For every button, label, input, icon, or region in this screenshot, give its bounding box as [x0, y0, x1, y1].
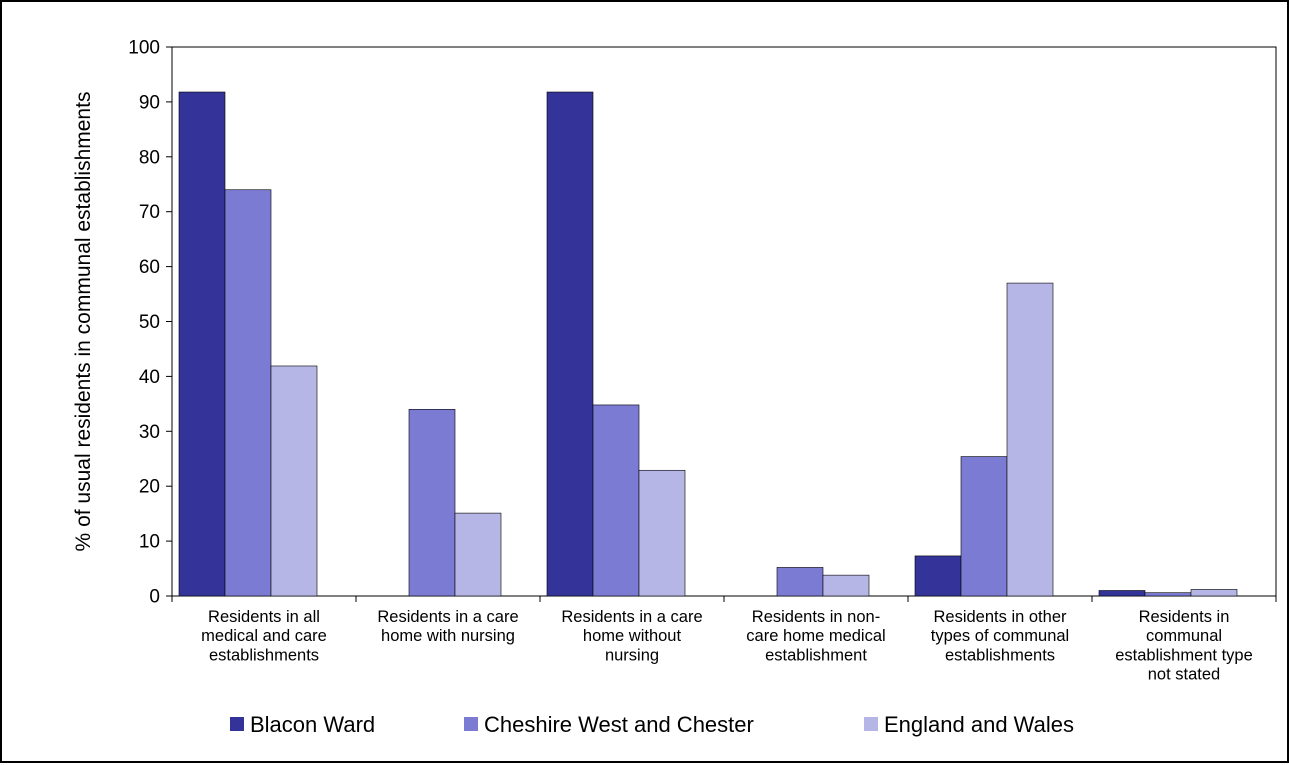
x-category-label-line: nursing: [605, 646, 659, 664]
legend-label: Cheshire West and Chester: [484, 712, 754, 737]
x-category-label-line: establishments: [209, 646, 319, 664]
bar-3-6: [1190, 589, 1238, 597]
bar-1-3: [546, 91, 594, 597]
x-category-label-line: communal: [1146, 627, 1222, 645]
y-tick-label: 30: [139, 422, 160, 443]
x-category-label-line: establishment type: [1115, 646, 1253, 664]
x-category-label-line: Residents in non-: [752, 608, 880, 626]
bar-2-1: [224, 189, 272, 597]
x-category-label-line: establishment: [765, 646, 867, 664]
bar-3-3: [638, 469, 686, 597]
plot-area-border: [171, 46, 1277, 597]
y-tick-label: 40: [139, 367, 160, 388]
legend-label: Blacon Ward: [250, 712, 375, 737]
y-tick-label: 70: [139, 202, 160, 223]
x-category-label-line: Residents in a care: [561, 608, 702, 626]
x-category-label-line: establishments: [945, 646, 1055, 664]
bar-3-4: [822, 574, 870, 597]
x-category-label-line: not stated: [1148, 666, 1220, 684]
x-category-label: Residents in communal establishment type no…: [1115, 608, 1253, 684]
x-category-label: Residents in all medical and care establis…: [201, 608, 327, 664]
x-category-label: Residents in non-care home medical establ…: [746, 608, 885, 664]
x-category-label-line: Residents in a care: [377, 608, 518, 626]
y-tick-label: 50: [139, 312, 160, 333]
bar-3-5: [1006, 282, 1054, 597]
x-category-label-line: home without: [583, 627, 682, 645]
bar-2-3: [592, 404, 640, 597]
bar-1-5: [914, 555, 962, 597]
x-category-label-line: Residents in other: [934, 608, 1067, 626]
y-tick-label: 20: [139, 477, 160, 498]
bar-3-1: [270, 365, 318, 597]
y-tick-label: 60: [139, 257, 160, 278]
bar-2-2: [408, 409, 456, 597]
x-category-label-line: types of communal: [931, 627, 1069, 645]
x-category-label-line: home with nursing: [381, 627, 515, 645]
legend-label: England and Wales: [884, 712, 1074, 737]
y-tick-label: 90: [139, 92, 160, 113]
bar-2-4: [776, 567, 824, 597]
x-category-label-line: Residents in all: [208, 608, 320, 626]
legend-swatch: [864, 717, 878, 731]
y-tick-label: 100: [128, 38, 160, 59]
bar-1-1: [178, 91, 226, 597]
bar-3-2: [454, 512, 502, 597]
legend-swatch: [464, 717, 478, 731]
y-tick-label: 10: [139, 532, 160, 553]
x-category-label-line: Residents in: [1139, 608, 1230, 626]
legend-swatch: [230, 717, 244, 731]
bar-2-5: [960, 456, 1008, 597]
bar-1-6: [1098, 590, 1146, 597]
bar-2-6: [1144, 592, 1192, 597]
y-tick-label: 0: [149, 587, 160, 608]
x-category-label: Residents in other types of communal estab…: [931, 608, 1069, 664]
y-tick-label: 80: [139, 147, 160, 168]
x-category-label: Residents in a care home with nursing: [377, 608, 518, 645]
x-category-label: Residents in a care home without nursing: [561, 608, 702, 664]
y-axis-title: % of usual residents in communal establi…: [72, 92, 95, 552]
x-category-label-line: medical and care: [201, 627, 327, 645]
x-category-label-line: care home medical: [746, 627, 885, 645]
